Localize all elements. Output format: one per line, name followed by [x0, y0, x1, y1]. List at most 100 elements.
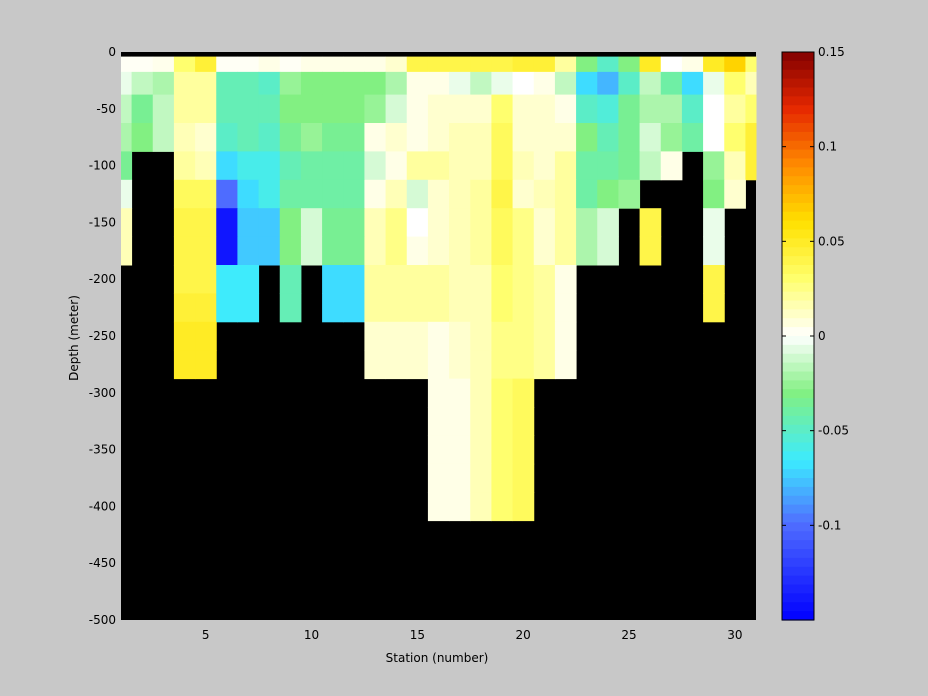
heatmap-cell: [406, 321, 429, 351]
heatmap-cell: [554, 321, 577, 351]
heatmap-cell: [449, 208, 471, 238]
heatmap-cell: [364, 265, 387, 294]
heatmap-cell: [533, 236, 556, 266]
heatmap-cell: [364, 56, 387, 73]
heatmap-cell: [597, 236, 619, 266]
y-axis: 0 -50 -100 -150 -200 -250 -300 -350 -400 -450 -500: [89, 45, 116, 627]
heatmap-cell: [121, 71, 133, 96]
heatmap-cell: [237, 56, 260, 73]
x-tick-label: 15: [410, 628, 425, 642]
heatmap-cell: [618, 151, 641, 181]
heatmap-cell: [195, 321, 217, 351]
heatmap-cell: [449, 151, 471, 181]
heatmap-cell: [639, 71, 662, 96]
heatmap-cell: [343, 236, 365, 266]
heatmap-cell: [279, 151, 302, 181]
heatmap-cell: [300, 94, 323, 124]
heatmap-cell: [173, 56, 196, 73]
colorbar-segment: [782, 549, 814, 559]
heatmap-cell: [660, 94, 683, 124]
heatmap-cell: [258, 56, 281, 73]
heatmap-cell: [703, 208, 725, 238]
y-tick-label: -500: [89, 613, 116, 627]
colorbar-segment: [782, 611, 814, 621]
heatmap-cell: [406, 71, 429, 96]
heatmap-cell: [216, 208, 238, 238]
heatmap-cell: [533, 56, 556, 73]
colorbar-tick-label: -0.1: [818, 518, 841, 532]
heatmap-cell: [279, 293, 302, 323]
heatmap-cell: [533, 293, 556, 323]
colorbar-segment: [782, 478, 814, 488]
heatmap-cell: [364, 350, 387, 380]
heatmap-cell: [681, 56, 704, 73]
heatmap-cell: [300, 208, 323, 238]
heatmap-cell: [195, 123, 217, 152]
heatmap-cell: [131, 71, 154, 96]
heatmap-cell: [173, 123, 196, 152]
heatmap-cell: [470, 293, 492, 323]
x-axis: 5 10 15 20 25 30: [202, 616, 742, 642]
colorbar-segment: [782, 167, 814, 177]
heatmap-cell: [343, 293, 365, 323]
heatmap-cell: [491, 236, 514, 266]
colorbar-segment: [782, 407, 814, 417]
heatmap-cell: [322, 179, 344, 209]
heatmap-cell: [385, 56, 408, 73]
colorbar-segment: [782, 451, 814, 461]
heatmap-cell: [576, 208, 598, 238]
colorbar-segment: [782, 575, 814, 586]
heatmap-cell: [470, 208, 492, 238]
heatmap-cell: [512, 94, 535, 124]
heatmap-cell: [639, 208, 662, 238]
heatmap-cell: [385, 265, 408, 294]
heatmap-cell: [703, 236, 725, 266]
heatmap-cell: [597, 94, 619, 124]
heatmap-cell: [300, 123, 323, 152]
heatmap-cell: [512, 463, 535, 493]
heatmap-cell: [364, 151, 387, 181]
heatmap-cell: [237, 293, 260, 323]
heatmap-cell: [470, 463, 492, 493]
heatmap-cell: [427, 71, 450, 96]
heatmap-cell: [576, 123, 598, 152]
colorbar-segment: [782, 87, 814, 97]
heatmap-cell: [491, 321, 514, 351]
heatmap-cell: [470, 123, 492, 152]
heatmap-cell: [512, 179, 535, 209]
heatmap-cell: [258, 94, 281, 124]
heatmap-cell: [449, 56, 471, 73]
heatmap-cell: [427, 265, 450, 294]
y-tick-label: -350: [89, 443, 116, 457]
heatmap-cell: [427, 321, 450, 351]
heatmap-cell: [385, 208, 408, 238]
colorbar-segment: [782, 442, 814, 452]
heatmap-cell: [300, 151, 323, 181]
heatmap-cell: [491, 492, 514, 522]
heatmap-cell: [152, 94, 175, 124]
colorbar-segment: [782, 362, 814, 373]
heatmap-cell: [745, 151, 757, 181]
heatmap-cell: [385, 236, 408, 266]
heatmap-cell: [470, 350, 492, 380]
heatmap-cell: [364, 94, 387, 124]
heatmap-cell: [576, 94, 598, 124]
colorbar-segment: [782, 486, 814, 497]
heatmap-cell: [216, 236, 238, 266]
heatmap-cell: [216, 179, 238, 209]
heatmap-cell: [152, 56, 175, 73]
heatmap-cell: [597, 71, 619, 96]
colorbar-segment: [782, 256, 814, 266]
heatmap-cell: [406, 123, 429, 152]
y-tick-label: -250: [89, 329, 116, 343]
colorbar-segment: [782, 300, 814, 310]
colorbar-segment: [782, 273, 814, 284]
heatmap-cell: [406, 236, 429, 266]
colorbar-segment: [782, 389, 814, 399]
heatmap-cell: [554, 123, 577, 152]
heatmap-cell: [406, 151, 429, 181]
heatmap-cell: [597, 179, 619, 209]
heatmap-cell: [724, 56, 746, 73]
heatmap-cell: [173, 293, 196, 323]
heatmap-cell: [343, 179, 365, 209]
